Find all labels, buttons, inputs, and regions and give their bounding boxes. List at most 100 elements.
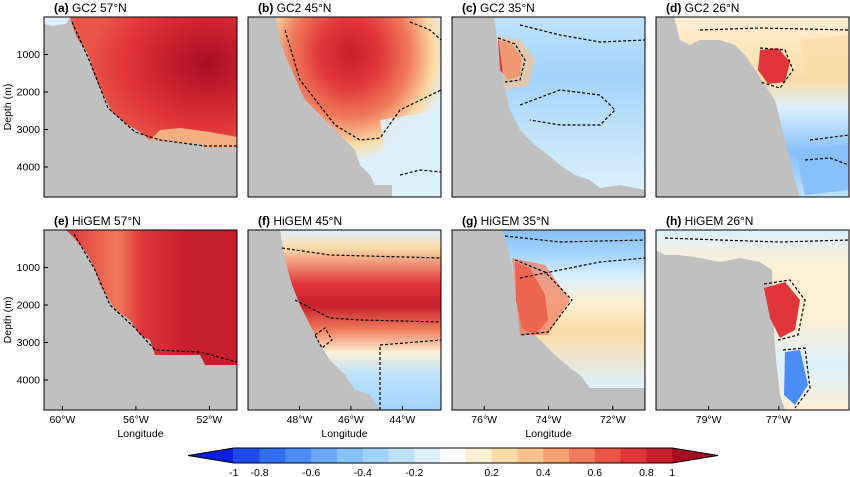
panel-title: (b) GC2 45°N: [258, 1, 331, 15]
x-tick-label: 48°W: [287, 414, 313, 426]
panel-a: [44, 17, 237, 197]
contour-line: [804, 157, 849, 166]
field-fill-surface: [44, 17, 70, 26]
panel-label: HiGEM 45°N: [273, 214, 342, 228]
panel-b-frame: [247, 16, 442, 198]
contour-line: [379, 339, 441, 410]
y-tick-label: 4000: [17, 162, 41, 174]
colorbar-segment: [543, 448, 570, 463]
contour-line: [514, 259, 573, 336]
y-tick-label: 2000: [17, 300, 41, 312]
contour-line: [497, 37, 526, 83]
panel-title: (c) GC2 35°N: [462, 1, 535, 15]
colorbar-segment: [465, 448, 493, 463]
field-core-halo: [498, 36, 535, 90]
panel-a-frame: [43, 16, 238, 198]
panel-label: GC2 57°N: [72, 1, 127, 15]
colorbar-segment: [388, 448, 415, 463]
field-fill-lower: [150, 128, 237, 148]
colorbar-segment: [594, 448, 622, 463]
panel-e-frame: [43, 229, 238, 411]
panel-label: HiGEM 26°N: [685, 214, 754, 228]
colorbar-tick-label: 0.4: [536, 467, 551, 477]
panel-g: [452, 230, 645, 410]
y-tick-label: 2000: [17, 87, 41, 99]
y-tick-label: 3000: [17, 337, 41, 349]
colorbar-tick-label: 1: [669, 467, 675, 477]
colorbar-tick-label: 0.2: [484, 467, 499, 477]
field-fill-lower: [378, 110, 441, 197]
contour-line: [664, 237, 849, 243]
panel-label: GC2 45°N: [277, 1, 332, 15]
colorbar-segment: [569, 448, 596, 463]
x-tick-label: 72°W: [600, 414, 626, 426]
field-fill: [66, 230, 237, 365]
colorbar-segment: [188, 448, 234, 463]
colorbar-tick-label: -0.2: [405, 467, 423, 477]
x-axis-label: Longitude: [525, 428, 571, 440]
colorbar-segment: [646, 448, 673, 463]
panel-title: (h) HiGEM 26°N: [666, 214, 753, 228]
contour-line: [504, 235, 645, 243]
contour-line: [284, 29, 441, 141]
panel-title: (e) HiGEM 57°N: [54, 214, 141, 228]
y-tick-label: 4000: [17, 375, 41, 387]
x-tick-label: 46°W: [338, 414, 364, 426]
x-tick-label: 77°W: [766, 414, 792, 426]
x-tick-label: 60°W: [49, 414, 75, 426]
panel-tag: (g): [462, 214, 481, 228]
contour-line: [763, 279, 806, 341]
colorbar-segment: [362, 448, 390, 463]
panel-label: HiGEM 35°N: [481, 214, 550, 228]
panel-tag: (h): [666, 214, 685, 228]
y-tick-label: 1000: [17, 262, 41, 274]
panel-tag: (f): [258, 214, 273, 228]
contour-line: [519, 24, 645, 43]
contour-line: [73, 233, 237, 363]
panel-title: (f) HiGEM 45°N: [258, 214, 342, 228]
colorbar-segment: [233, 448, 261, 463]
contour-line: [809, 134, 849, 141]
contour-line: [71, 21, 237, 147]
colorbar-tick-label: -0.6: [302, 467, 320, 477]
colorbar-segment: [517, 448, 544, 463]
colorbar-segment: [336, 448, 364, 463]
panel-h-frame: [655, 229, 850, 411]
x-tick-label: 79°W: [696, 414, 722, 426]
contour-line: [281, 247, 441, 259]
y-tick-label: 1000: [17, 49, 41, 61]
panel-tag: (a): [54, 1, 72, 15]
panel-title: (a) GC2 57°N: [54, 1, 127, 15]
colorbar-tick-label: 0.6: [588, 467, 603, 477]
colorbar-segment: [440, 448, 467, 463]
x-axis-label: Longitude: [321, 428, 367, 440]
x-tick-label: 52°W: [197, 414, 223, 426]
y-tick-label: 3000: [17, 124, 41, 136]
panel-label: HiGEM 57°N: [72, 214, 141, 228]
x-axis-label: Longitude: [117, 428, 163, 440]
panel-f-frame: [247, 229, 442, 411]
panel-e: [44, 230, 237, 410]
contour-line: [782, 347, 811, 409]
panel-f: [248, 230, 441, 410]
x-tick-label: 56°W: [123, 414, 149, 426]
contour-line: [699, 27, 849, 31]
contour-line: [759, 47, 794, 89]
field-core-halo: [800, 35, 849, 85]
colorbar: -1 -0.8 -0.6 -0.4 -0.2 0.2 0.4 0.6 0.8 1: [187, 447, 719, 477]
colorbar-segment: [491, 448, 518, 463]
field-fill: [280, 230, 441, 410]
field-core: [764, 282, 800, 338]
x-tick-label: 74°W: [536, 414, 562, 426]
panel-d-frame: [655, 16, 850, 198]
colorbar-segment: [620, 448, 647, 463]
panel-label: GC2 35°N: [480, 1, 535, 15]
y-axis-label: Depth (m): [2, 84, 14, 131]
contour-line: [399, 169, 441, 176]
x-tick-label: 76°W: [471, 414, 497, 426]
panel-title: (d) GC2 26°N: [666, 1, 739, 15]
colorbar-outline: [187, 447, 719, 464]
colorbar-segment: [311, 448, 338, 463]
colorbar-segment: [285, 448, 312, 463]
colorbar-segment: [672, 448, 718, 463]
